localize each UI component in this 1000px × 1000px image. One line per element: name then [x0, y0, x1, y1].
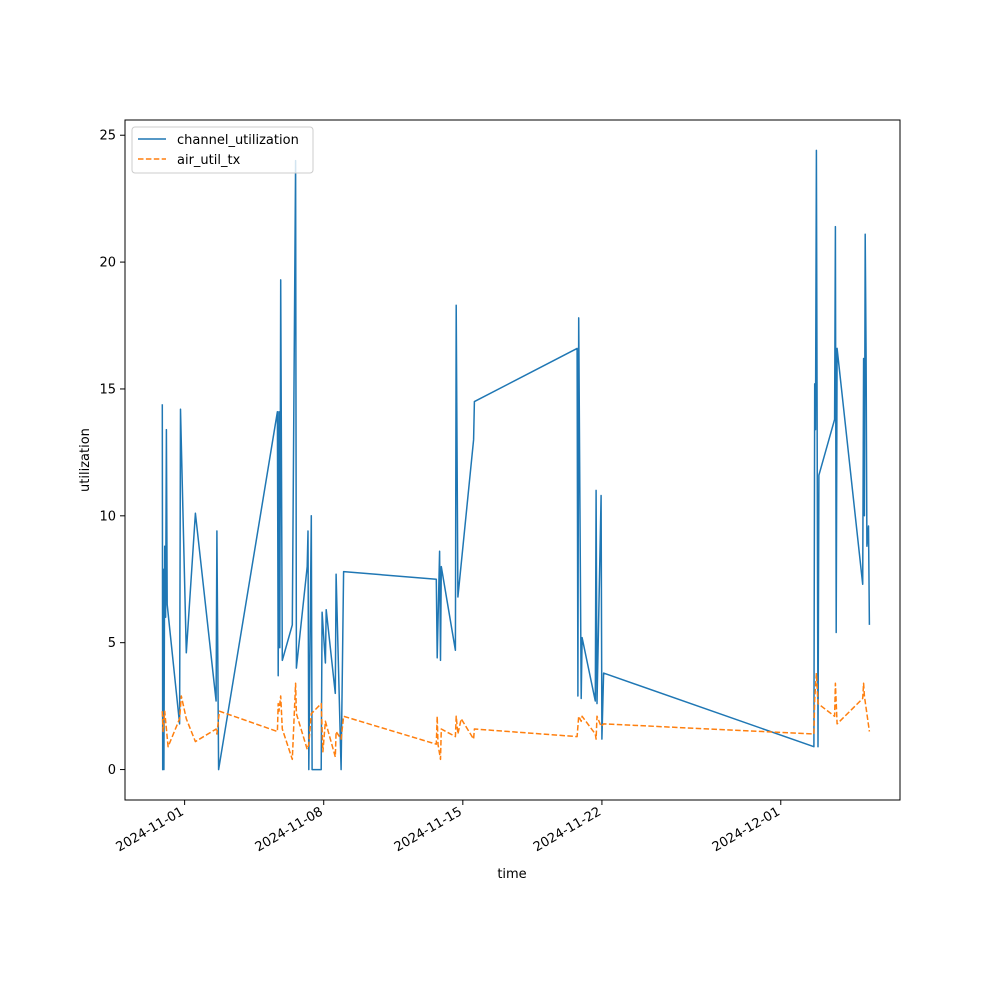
y-tick-label: 5 [108, 636, 116, 651]
y-tick-label: 10 [99, 509, 116, 524]
series-line-air-util-tx [161, 672, 871, 761]
legend-label-channel-utilization: channel_utilization [177, 133, 299, 148]
legend-label-air-util-tx: air_util_tx [177, 153, 241, 168]
legend: channel_utilization air_util_tx [131, 126, 314, 174]
y-tick-label: 20 [99, 256, 116, 271]
y-axis-label: utilization [78, 428, 93, 492]
y-tick-label: 25 [99, 129, 116, 144]
plot-frame [124, 119, 901, 801]
legend-box [131, 126, 314, 174]
y-tick-label: 15 [99, 382, 116, 397]
y-tick-label: 0 [108, 763, 116, 778]
y-axis: 0 5 10 15 20 25 [99, 129, 125, 778]
series-layer [161, 149, 871, 771]
x-axis-label: time [497, 867, 526, 882]
series-line-channel-utilization [161, 149, 871, 771]
